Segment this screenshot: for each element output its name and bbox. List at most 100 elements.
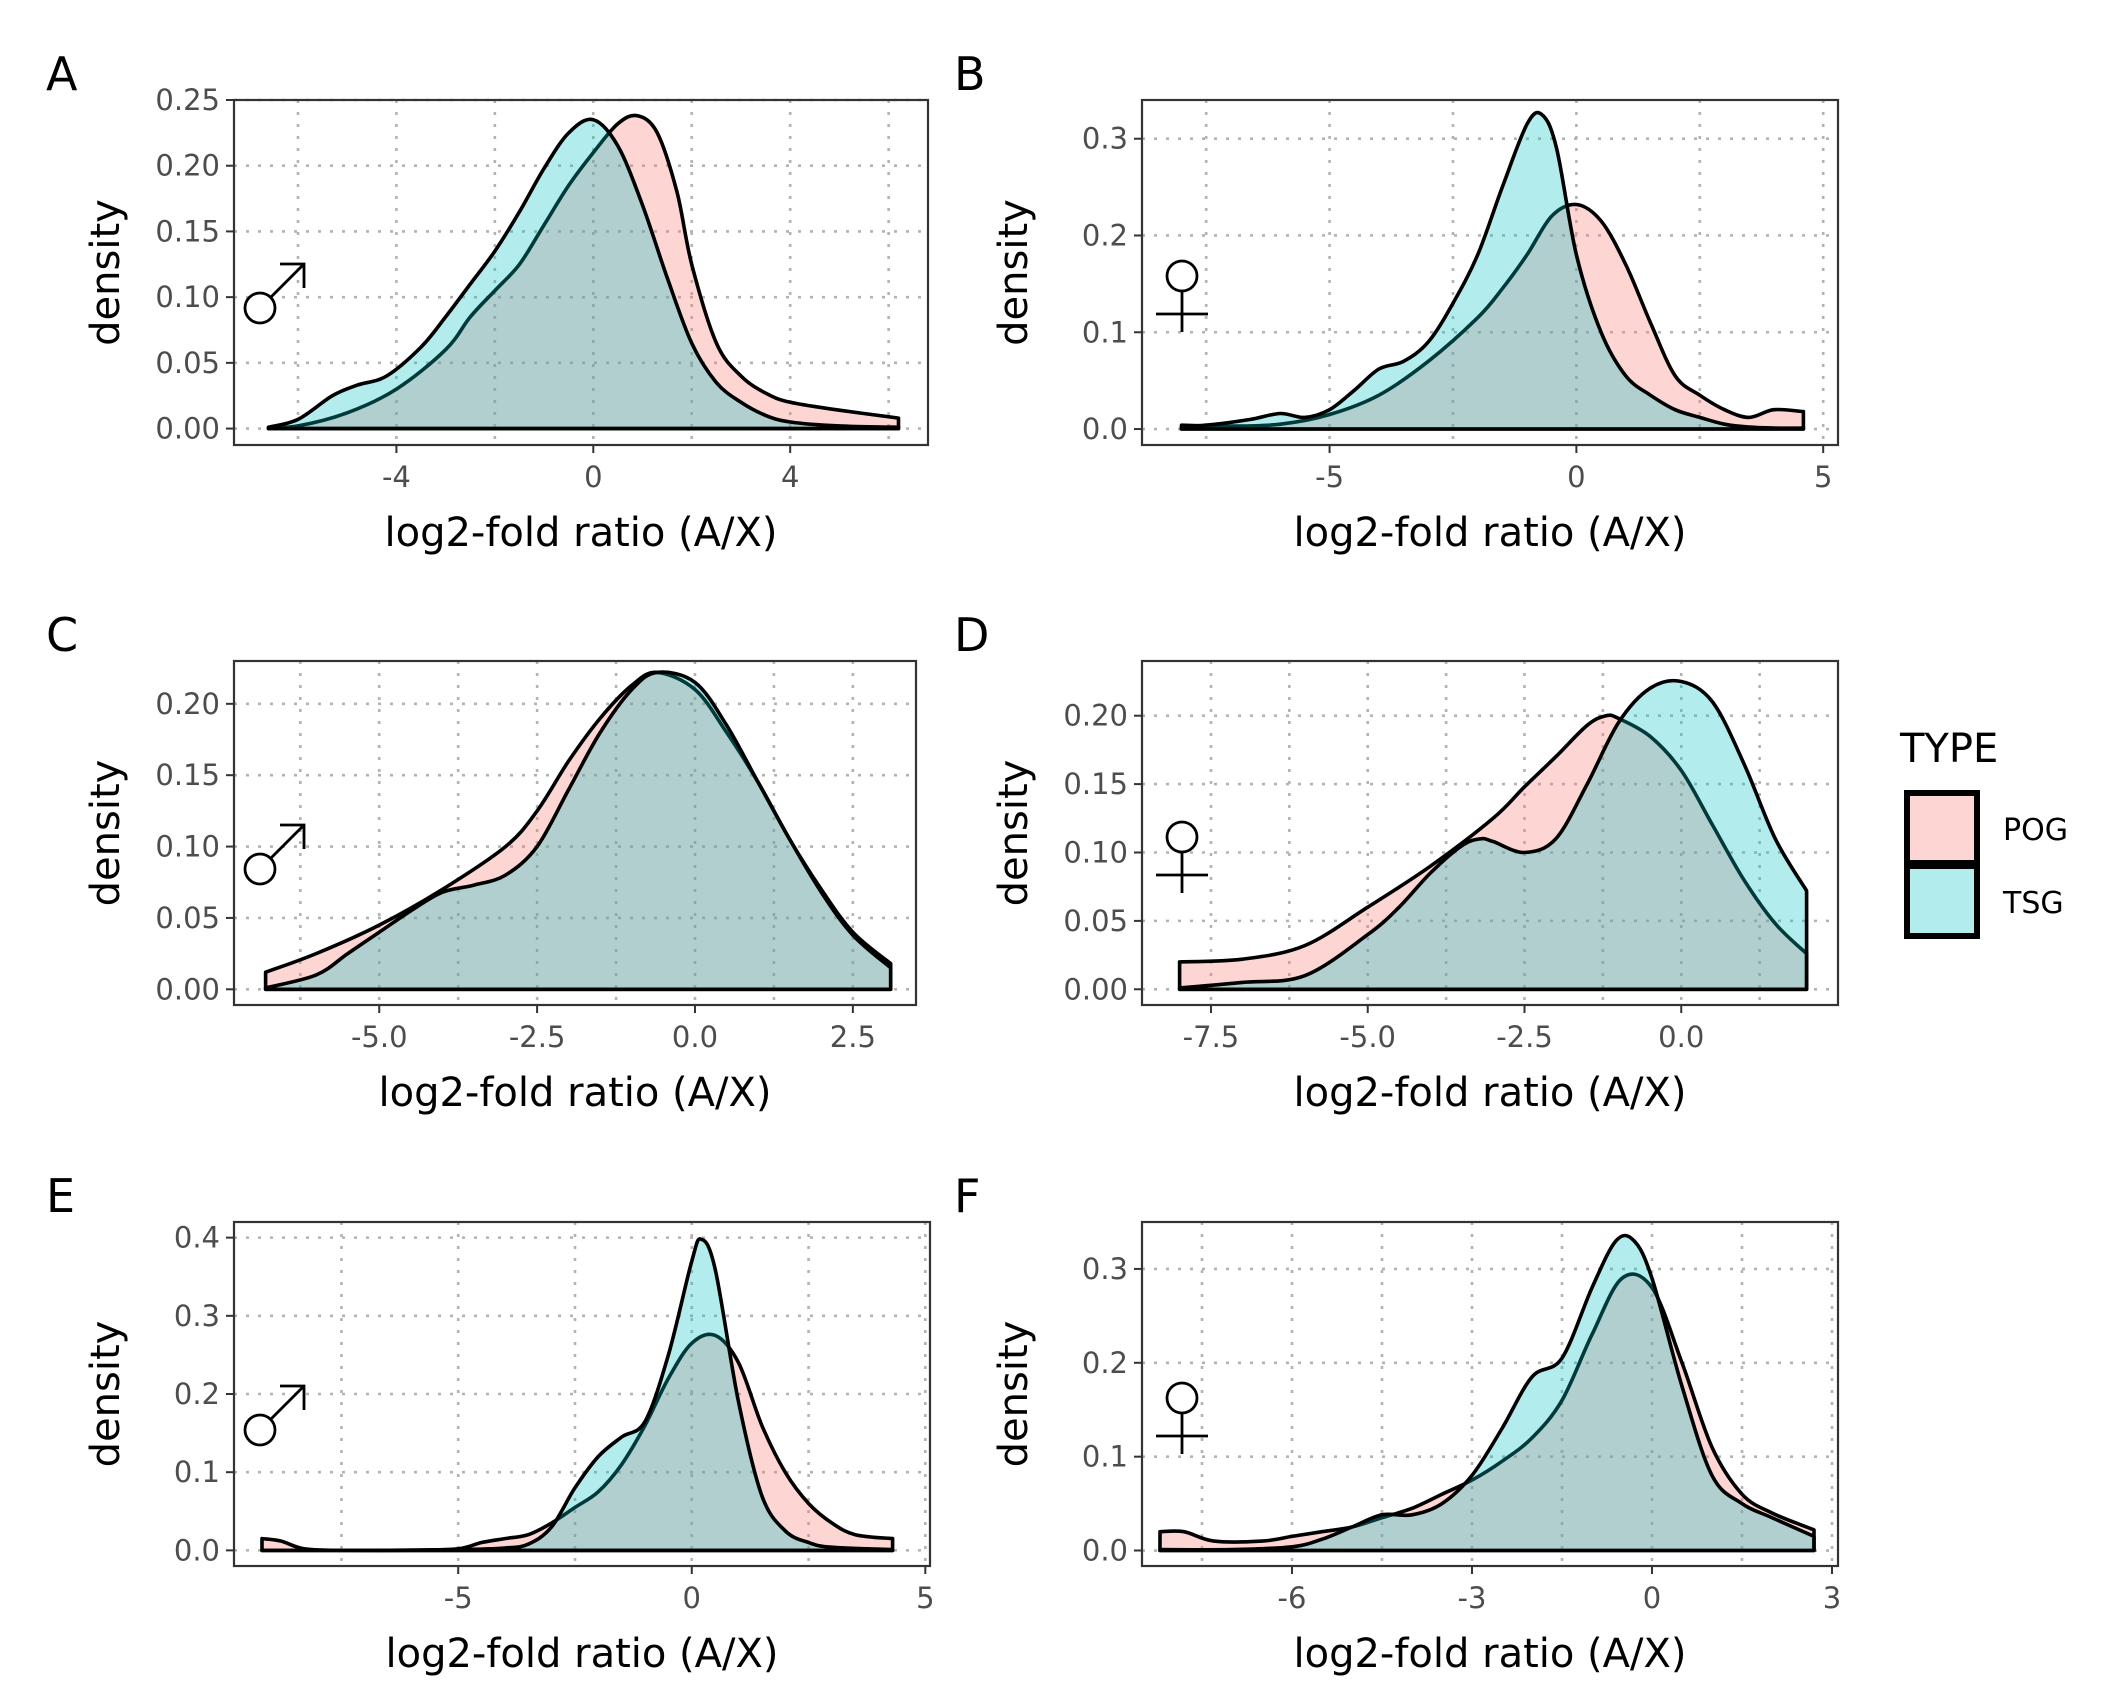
y-tick-label: 0.3 bbox=[1082, 1252, 1128, 1286]
y-tick-label: 0.20 bbox=[155, 687, 220, 721]
panel-letter: C bbox=[46, 608, 78, 662]
y-tick-label: 0.10 bbox=[155, 830, 220, 864]
y-axis-title: density bbox=[991, 1321, 1037, 1468]
x-axis-title: log2-fold ratio (A/X) bbox=[1293, 1631, 1686, 1677]
plot-area bbox=[1142, 100, 1838, 445]
x-tick-label: 0 bbox=[683, 1581, 701, 1615]
plot-area bbox=[1142, 1222, 1838, 1566]
panel-frame bbox=[1140, 98, 1840, 447]
y-tick-label: 0.15 bbox=[155, 758, 220, 792]
legend-key-pog bbox=[1904, 790, 1980, 866]
x-tick-label: 5 bbox=[916, 1581, 934, 1615]
panel-b: -5 0 5 0.0 0.1 0.2 0.3 log2-fold ratio (A/X) den… bbox=[954, 47, 1840, 556]
x-tick-label: -2.5 bbox=[509, 1020, 566, 1054]
y-axis-title: density bbox=[991, 199, 1037, 346]
x-tick-label: -6 bbox=[1278, 1581, 1307, 1615]
density-pog bbox=[1158, 1272, 1816, 1553]
panel-e: -5 0 5 0.0 0.1 0.2 0.3 0.4 log2-fold ratio (A/X)… bbox=[46, 1169, 935, 1677]
y-tick-label: 0.3 bbox=[174, 1299, 220, 1333]
y-tick-label: 0.25 bbox=[155, 83, 220, 117]
y-tick-label: 0.05 bbox=[155, 901, 220, 935]
female-symbol-icon bbox=[1156, 259, 1208, 332]
density-curves bbox=[266, 113, 901, 431]
density-tsg bbox=[260, 1237, 895, 1553]
y-tick-label: 0.3 bbox=[1082, 122, 1128, 156]
y-tick-label: 0.15 bbox=[155, 214, 220, 248]
density-curves bbox=[263, 670, 893, 992]
y-tick-label: 0.0 bbox=[1082, 412, 1128, 446]
x-tick-label: -5.0 bbox=[351, 1020, 408, 1054]
panel-letter: D bbox=[954, 608, 989, 662]
density-tsg bbox=[1177, 678, 1809, 992]
x-axis-title: log2-fold ratio (A/X) bbox=[378, 1070, 771, 1116]
density-curves bbox=[1158, 1233, 1816, 1553]
legend-label-tsg: TSG bbox=[2002, 886, 2064, 921]
y-tick-label: 0.20 bbox=[1063, 699, 1128, 733]
y-tick-label: 0.0 bbox=[1082, 1534, 1128, 1568]
y-tick-label: 0.00 bbox=[155, 412, 220, 446]
y-tick-label: 0.0 bbox=[174, 1533, 220, 1567]
plot-area bbox=[234, 661, 916, 1005]
male-symbol-icon bbox=[243, 1384, 306, 1447]
x-tick-label: -5 bbox=[1315, 460, 1344, 494]
panel-letter: A bbox=[46, 47, 78, 101]
density-tsg bbox=[1179, 110, 1806, 431]
density-tsg bbox=[266, 117, 901, 431]
y-tick-label: 0.10 bbox=[155, 280, 220, 314]
panel-frame bbox=[1140, 1220, 1840, 1568]
y-tick-label: 0.10 bbox=[1063, 835, 1128, 869]
x-tick-label: 0 bbox=[1567, 460, 1585, 494]
x-tick-label: 3 bbox=[1823, 1581, 1841, 1615]
x-tick-label: -4 bbox=[382, 460, 411, 494]
y-tick-label: 0.1 bbox=[1082, 315, 1128, 349]
x-axis-title: log2-fold ratio (A/X) bbox=[385, 1631, 778, 1677]
panel-letter: E bbox=[46, 1169, 75, 1223]
y-tick-label: 0.15 bbox=[1063, 767, 1128, 801]
legend-title: TYPE bbox=[1899, 726, 1998, 772]
density-curves bbox=[260, 1237, 895, 1553]
panel-c: -5.0 -2.5 0.0 2.5 0.00 0.05 0.10 0.15 0.20 log2-f… bbox=[46, 608, 918, 1116]
y-axis-title: density bbox=[83, 199, 129, 346]
panel-f: -6 -3 0 3 0.0 0.1 0.2 0.3 log2-fold ratio (A/X) d… bbox=[954, 1169, 1841, 1677]
y-tick-label: 0.4 bbox=[174, 1221, 220, 1255]
x-tick-label: 0 bbox=[1643, 1581, 1661, 1615]
y-tick-label: 0.1 bbox=[1082, 1440, 1128, 1474]
male-symbol-icon bbox=[243, 262, 306, 325]
y-axis-title: density bbox=[83, 760, 129, 907]
x-tick-label: -2.5 bbox=[1496, 1020, 1553, 1054]
x-tick-label: 0.0 bbox=[1658, 1020, 1704, 1054]
panel-frame bbox=[232, 659, 918, 1007]
panel-letter: F bbox=[954, 1169, 980, 1223]
x-tick-label: -5.0 bbox=[1339, 1020, 1396, 1054]
x-axis-title: log2-fold ratio (A/X) bbox=[384, 510, 777, 556]
panel-d: -7.5 -5.0 -2.5 0.0 0.00 0.05 0.10 0.15 0.20 log2-… bbox=[954, 608, 1840, 1116]
y-axis-title: density bbox=[83, 1321, 129, 1468]
panel-a: -4 0 4 0.00 0.05 0.10 0.15 0.20 0.25 log2-fold ra… bbox=[46, 47, 930, 556]
y-tick-label: 0.00 bbox=[155, 972, 220, 1006]
y-tick-label: 0.2 bbox=[1082, 218, 1128, 252]
y-tick-label: 0.00 bbox=[1063, 972, 1128, 1006]
density-curves bbox=[1177, 678, 1809, 992]
panel-letter: B bbox=[954, 47, 986, 101]
x-tick-label: -7.5 bbox=[1183, 1020, 1240, 1054]
x-tick-label: -3 bbox=[1458, 1581, 1487, 1615]
x-axis-title: log2-fold ratio (A/X) bbox=[1293, 510, 1686, 556]
density-tsg bbox=[1158, 1233, 1816, 1553]
y-tick-label: 0.05 bbox=[155, 346, 220, 380]
y-tick-label: 0.20 bbox=[155, 149, 220, 183]
x-tick-label: -5 bbox=[444, 1581, 473, 1615]
y-tick-label: 0.1 bbox=[174, 1455, 220, 1489]
density-pog bbox=[266, 113, 901, 431]
x-axis-title: log2-fold ratio (A/X) bbox=[1293, 1070, 1686, 1116]
female-symbol-icon bbox=[1156, 1381, 1208, 1454]
y-tick-label: 0.2 bbox=[174, 1377, 220, 1411]
x-tick-label: 5 bbox=[1814, 460, 1832, 494]
legend: TYPE POG TSG bbox=[1899, 726, 2068, 939]
legend-label-pog: POG bbox=[2003, 813, 2068, 848]
density-curves bbox=[1179, 110, 1806, 431]
x-tick-label: 2.5 bbox=[830, 1020, 876, 1054]
y-tick-label: 0.05 bbox=[1063, 904, 1128, 938]
x-tick-label: 4 bbox=[781, 460, 799, 494]
